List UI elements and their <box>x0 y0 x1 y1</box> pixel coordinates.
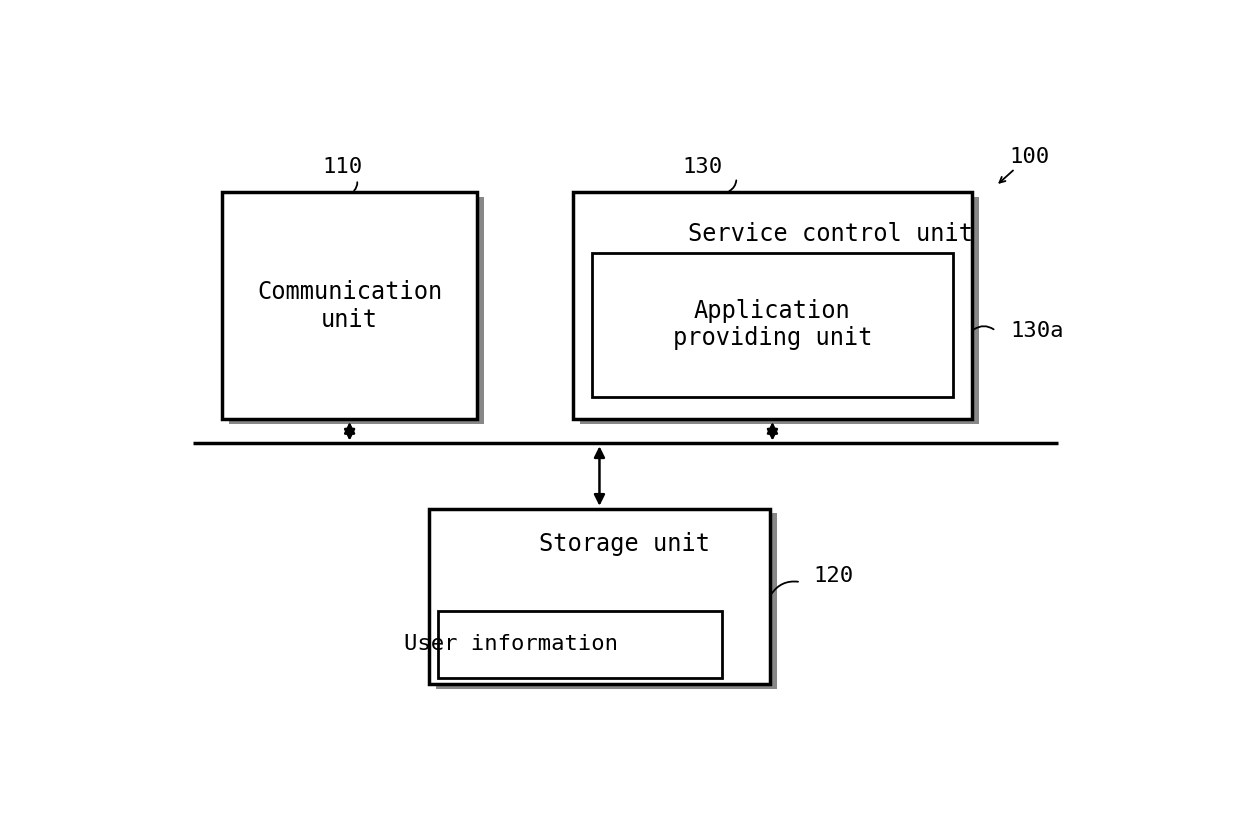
Text: 130: 130 <box>683 157 723 177</box>
Bar <box>435 513 776 689</box>
Text: Service control unit: Service control unit <box>688 222 973 246</box>
Text: User information: User information <box>403 634 618 654</box>
Bar <box>580 197 978 423</box>
Text: 130a: 130a <box>1011 321 1064 341</box>
Bar <box>573 193 972 419</box>
Bar <box>229 197 484 423</box>
Bar <box>439 611 722 678</box>
Bar <box>222 193 477 419</box>
Text: 110: 110 <box>322 157 362 177</box>
Text: 100: 100 <box>1009 147 1049 167</box>
Text: Application
providing unit: Application providing unit <box>672 299 872 350</box>
Text: Storage unit: Storage unit <box>539 532 711 556</box>
Text: Communication
unit: Communication unit <box>257 281 443 332</box>
Bar <box>429 509 770 685</box>
Bar <box>593 253 952 397</box>
Text: 120: 120 <box>813 566 853 586</box>
